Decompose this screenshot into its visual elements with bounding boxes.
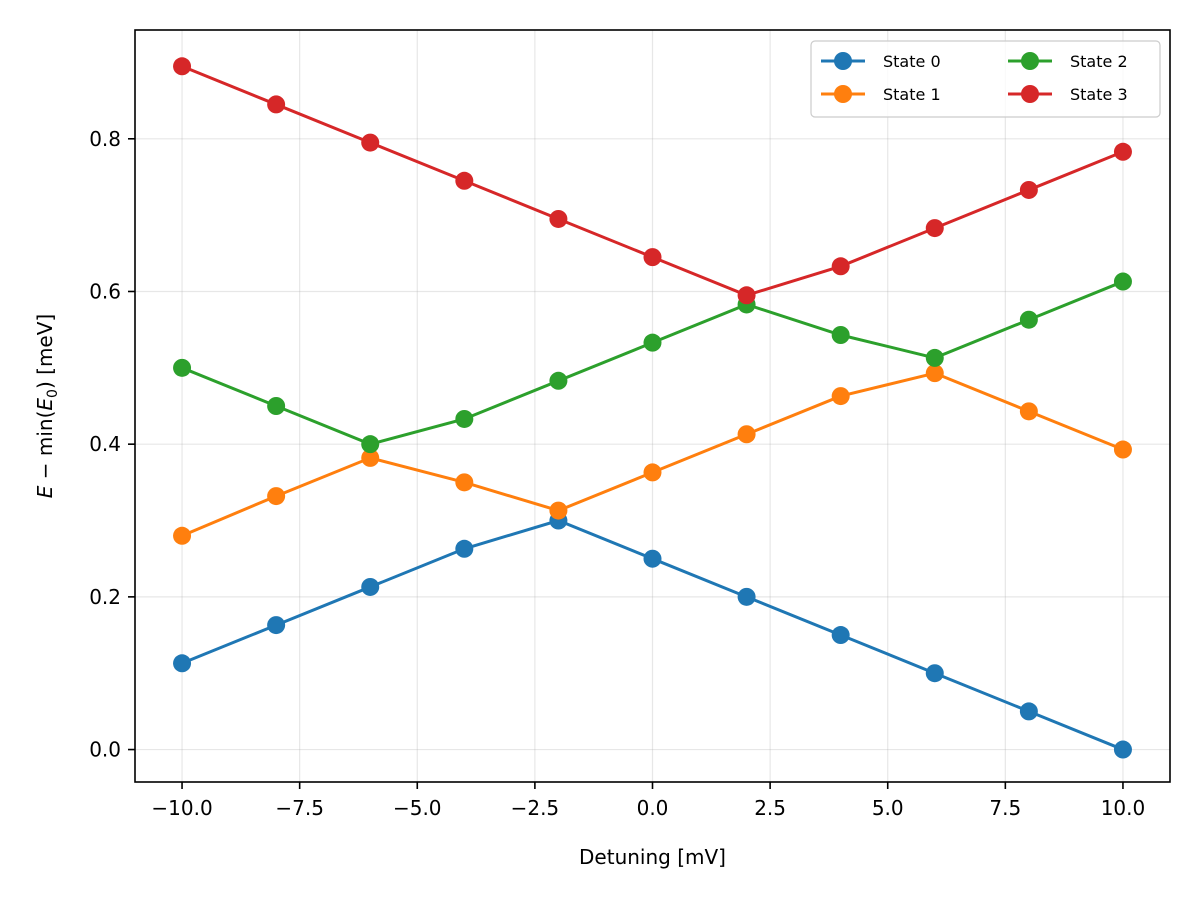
data-point [643,463,662,482]
x-tick-label: 0.0 [637,796,669,820]
data-point [643,549,662,568]
legend-label: State 2 [1070,52,1128,71]
data-point [1019,180,1038,199]
data-point [831,387,850,406]
y-tick-label: 0.8 [89,127,121,151]
y-axis-label: E − min(E0) [meV] [33,314,61,498]
data-point [925,664,944,683]
data-point [831,257,850,276]
x-tick-label: 5.0 [872,796,904,820]
y-tick-label: 0.4 [89,432,121,456]
data-point [361,133,380,152]
data-point [549,371,568,390]
legend-marker [834,85,852,103]
legend-item: State 2 [1008,52,1128,71]
legend-item: State 3 [1008,85,1128,104]
series-0 [173,511,1132,759]
legend-marker [1021,85,1039,103]
x-tick-label: −2.5 [511,796,560,820]
x-tick-label: −10.0 [151,796,212,820]
data-point [737,286,756,305]
data-point [1113,142,1132,161]
x-tick-label: 2.5 [754,796,786,820]
data-point [267,397,286,415]
y-tick-label: 0.0 [89,738,121,762]
series-layer [173,57,1132,759]
data-point [173,654,192,673]
data-point [925,219,944,238]
x-tick-label: −5.0 [393,796,442,820]
series-1 [173,364,1132,545]
legend-box [810,40,1161,118]
data-point [267,616,286,635]
data-point [173,57,192,76]
data-point [549,501,568,520]
x-tick-label: 10.0 [1101,796,1146,820]
data-point [643,248,662,267]
legend-marker [1021,52,1039,70]
y-tick-label: 0.2 [89,585,121,609]
y-tick-label: 0.6 [89,279,121,303]
data-point [361,435,380,454]
x-tick-label: 7.5 [989,796,1021,820]
data-point [455,171,474,190]
data-point [455,539,474,558]
y-axis-ticks: 0.0 0.2 0.4 0.6 0.8 [89,127,135,762]
data-point [267,487,286,506]
data-point [1113,272,1132,291]
legend-item: State 0 [821,52,941,71]
legend-label: State 0 [883,52,941,71]
data-point [1019,310,1038,329]
data-point [831,626,850,645]
data-point [831,325,850,344]
data-point [267,95,286,114]
legend-marker [834,52,852,70]
data-point [361,448,380,467]
data-point [549,209,568,228]
legend-item: State 1 [821,85,941,104]
x-tick-label: −7.5 [275,796,324,820]
series-3 [173,57,1132,305]
data-point [455,473,474,492]
grid [135,30,1170,782]
data-point [173,526,192,545]
x-axis-label: Detuning [mV] [579,845,726,869]
data-point [1019,402,1038,421]
x-axis-ticks: −10.0 −7.5 −5.0 −2.5 0.0 2.5 5.0 7.5 10.0 [151,782,1145,820]
data-point [455,409,474,428]
legend-label: State 3 [1070,85,1128,104]
data-point [1113,440,1132,459]
data-point [173,358,192,377]
data-point [1019,702,1038,721]
data-point [925,364,944,383]
data-point [1113,740,1132,759]
legend: State 0 State 1 State 2 State 3 [810,40,1161,118]
legend-label: State 1 [883,85,941,104]
data-point [643,333,662,352]
data-point [925,348,944,367]
data-point [361,577,380,596]
data-point [737,587,756,606]
data-point [737,425,756,444]
